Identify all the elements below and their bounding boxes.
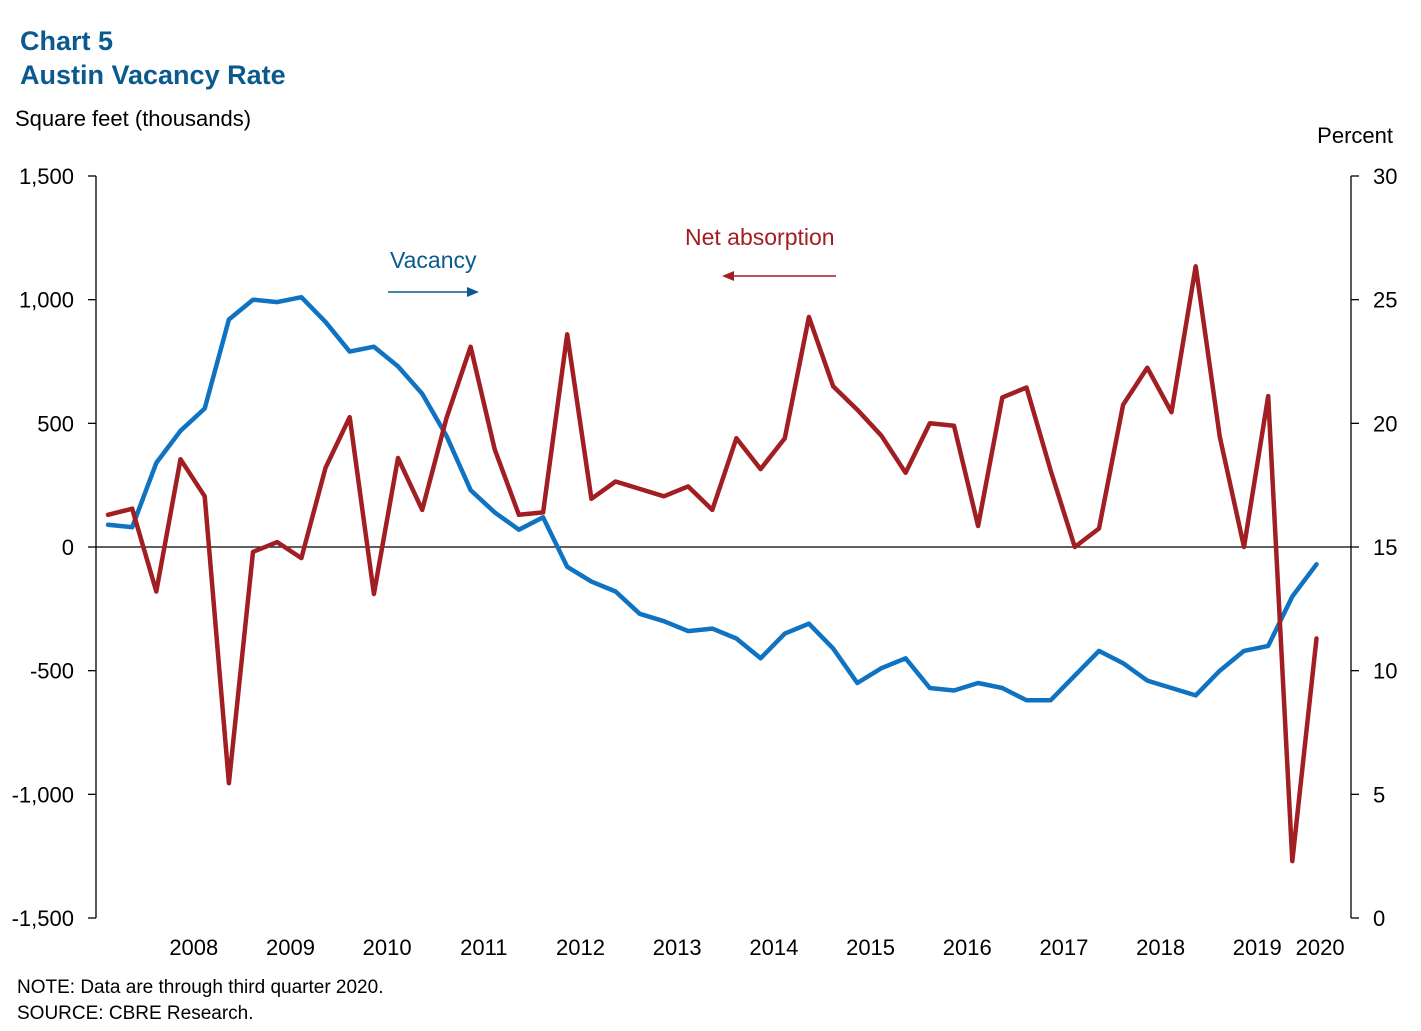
x-tick-label: 2009: [266, 935, 315, 960]
left-tick-label: 0: [62, 535, 74, 560]
net-absorption-arrow-icon: [722, 271, 836, 281]
right-tick-label: 25: [1373, 288, 1397, 313]
left-tick-label: -500: [30, 659, 74, 684]
x-tick-label: 2011: [460, 935, 507, 960]
right-tick-label: 15: [1373, 535, 1397, 560]
series-lines: [105, 264, 1319, 864]
right-tick-label: 20: [1373, 411, 1397, 436]
x-tick-label: 2012: [556, 935, 605, 960]
x-tick-label: 2017: [1039, 935, 1088, 960]
vacancy-line: [105, 294, 1319, 703]
source-text: SOURCE: CBRE Research.: [17, 1003, 254, 1024]
left-tick-label: -1,000: [12, 782, 74, 807]
vacancy-arrow-icon: [388, 287, 479, 297]
chart-subtitle: Austin Vacancy Rate: [20, 60, 286, 90]
right-axis-label: Percent: [1317, 123, 1393, 148]
x-tick-label: 2014: [749, 935, 798, 960]
x-tick-label: 2013: [653, 935, 702, 960]
x-tick-label: 2020: [1296, 935, 1345, 960]
x-tick-label: 2008: [169, 935, 218, 960]
left-tick-label: -1,500: [12, 906, 74, 931]
annotations: Vacancy Net absorption: [388, 224, 836, 297]
left-tick-label: 500: [37, 411, 74, 436]
chart-title: Chart 5: [20, 26, 114, 56]
x-tick-label: 2010: [363, 935, 412, 960]
vacancy-annotation: Vacancy: [390, 247, 477, 273]
x-tick-label: 2016: [943, 935, 992, 960]
x-tick-label: 2015: [846, 935, 895, 960]
x-tick-label: 2018: [1136, 935, 1185, 960]
axes: 1,5001,0005000-500-1,000-1,5003025201510…: [12, 164, 1398, 960]
left-tick-label: 1,500: [19, 164, 74, 189]
x-tick-label: 2019: [1233, 935, 1282, 960]
right-tick-label: 0: [1373, 906, 1385, 931]
right-tick-label: 5: [1373, 782, 1385, 807]
right-tick-label: 10: [1373, 659, 1397, 684]
left-tick-label: 1,000: [19, 288, 74, 313]
left-axis-label: Square feet (thousands): [15, 106, 252, 131]
note-text: NOTE: Data are through third quarter 202…: [17, 977, 384, 998]
right-tick-label: 30: [1373, 164, 1397, 189]
net-absorption-annotation: Net absorption: [685, 224, 835, 250]
net-absorption-line: [105, 264, 1319, 864]
